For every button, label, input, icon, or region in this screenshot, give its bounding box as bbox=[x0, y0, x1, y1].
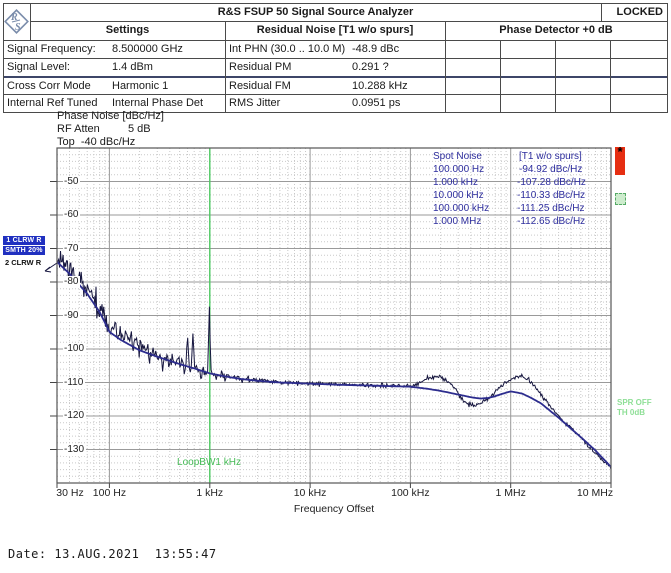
x-axis-tick-label: 1 MHz bbox=[495, 487, 526, 499]
settings-row-value: 1.4 dBm bbox=[112, 61, 153, 73]
plot-border bbox=[56, 147, 612, 484]
rs-logo-icon: R S bbox=[4, 9, 29, 34]
spot-noise-value: -94.92 dBc/Hz bbox=[519, 164, 583, 175]
residual-row-value: -48.9 dBc bbox=[352, 43, 400, 55]
section-header-residual-noise: Residual Noise [T1 w/o spurs] bbox=[256, 24, 414, 36]
loop-bw-label: LoopBW1 kHz bbox=[177, 457, 241, 468]
spot-noise-freq: 1.000 MHz bbox=[433, 216, 482, 227]
measurement-header-table: R S R&S FSUP 50 Signal Source Analyzer L… bbox=[0, 0, 671, 115]
lock-status-badge: LOCKED bbox=[616, 6, 663, 18]
settings-row-label: Signal Level: bbox=[7, 61, 70, 73]
trace2-raw-line bbox=[56, 250, 612, 470]
y-axis-tick-label: -100 bbox=[63, 343, 87, 355]
x-axis-title: Frequency Offset bbox=[293, 503, 375, 515]
x-axis-tick-label: 10 MHz bbox=[576, 487, 614, 499]
table-border bbox=[667, 3, 668, 113]
y-axis-tick-label: -80 bbox=[63, 276, 81, 288]
spot-noise-value: -112.65 dBc/Hz bbox=[517, 216, 586, 227]
x-axis-tick-label: 30 Hz bbox=[56, 487, 84, 499]
marker-flag-icon: * bbox=[615, 144, 625, 175]
table-border bbox=[30, 3, 31, 40]
spur-off-label: SPR OFF bbox=[617, 398, 652, 407]
section-header-phase-detector: Phase Detector +0 dB bbox=[499, 24, 613, 36]
trace1-smoothed-line bbox=[56, 261, 612, 468]
trace2-marker-label: 2 CLRW R bbox=[5, 258, 42, 267]
table-border bbox=[3, 3, 4, 113]
residual-row-label: Residual PM bbox=[229, 61, 292, 73]
settings-row-label: Internal Ref Tuned bbox=[7, 97, 98, 109]
svg-text:R: R bbox=[10, 12, 18, 23]
trace-start-arrow bbox=[44, 262, 58, 273]
table-border bbox=[3, 40, 668, 41]
trace1-smoothing-badge: SMTH 20% bbox=[3, 246, 45, 255]
table-border bbox=[3, 76, 668, 78]
table-border bbox=[3, 58, 668, 59]
settings-row-label: Cross Corr Mode bbox=[7, 80, 91, 92]
table-border bbox=[3, 3, 668, 4]
svg-text:S: S bbox=[15, 22, 21, 33]
table-border bbox=[225, 21, 226, 112]
grid-minor bbox=[57, 148, 611, 483]
spot-noise-freq: 100.000 kHz bbox=[433, 203, 490, 214]
app-title: R&S FSUP 50 Signal Source Analyzer bbox=[217, 6, 414, 18]
phase-detector-cell-divider bbox=[555, 40, 556, 112]
top-level-label: Top -40 dBc/Hz bbox=[57, 136, 136, 148]
table-border bbox=[3, 94, 668, 95]
settings-row-value: 8.500000 GHz bbox=[112, 43, 183, 55]
residual-row-label: RMS Jitter bbox=[229, 97, 281, 109]
rf-atten-value: 5 dB bbox=[128, 123, 151, 135]
chart-title: Phase Noise [dBc/Hz] bbox=[57, 110, 164, 122]
y-axis-tick-label: -70 bbox=[63, 242, 81, 255]
table-border bbox=[445, 21, 446, 112]
spot-noise-freq: 1.000 kHz bbox=[433, 177, 479, 188]
settings-row-value: Internal Phase Det bbox=[112, 97, 204, 109]
spot-noise-value: -111.25 dBc/Hz bbox=[517, 203, 585, 214]
spot-noise-value: -107.28 dBc/Hz bbox=[517, 177, 586, 188]
residual-row-value: 10.288 kHz bbox=[352, 80, 408, 92]
y-axis-tick-label: -110 bbox=[63, 376, 86, 389]
y-axis-tick-label: -60 bbox=[63, 209, 81, 221]
settings-row-label: Signal Frequency: bbox=[7, 43, 96, 55]
spot-noise-value: -110.33 dBc/Hz bbox=[517, 190, 586, 201]
residual-row-value: 0.0951 ps bbox=[352, 97, 401, 109]
table-border bbox=[601, 3, 602, 21]
threshold-legend-icon bbox=[615, 193, 626, 205]
rf-atten-label: RF Atten bbox=[57, 123, 100, 135]
x-axis-tick-label: 10 kHz bbox=[293, 487, 327, 499]
threshold-label: TH 0dB bbox=[617, 408, 645, 417]
table-border bbox=[30, 21, 668, 22]
hardcopy-date: Date: 13.AUG.2021 13:55:47 bbox=[8, 547, 217, 561]
spot-noise-trace-label: [T1 w/o spurs] bbox=[519, 151, 582, 162]
y-axis-tick-label: -120 bbox=[63, 410, 87, 422]
y-axis-tick-label: -130 bbox=[63, 443, 87, 456]
y-axis-tick-label: -50 bbox=[63, 175, 81, 188]
residual-row-label: Int PHN (30.0 .. 10.0 M) bbox=[229, 43, 346, 55]
section-header-settings: Settings bbox=[105, 24, 150, 36]
phase-detector-cell-divider bbox=[610, 40, 611, 112]
residual-row-value: 0.291 ? bbox=[352, 61, 389, 73]
star-icon: * bbox=[617, 144, 623, 159]
table-border bbox=[3, 112, 668, 113]
spot-noise-title: Spot Noise bbox=[433, 151, 482, 162]
axis-ticks bbox=[50, 181, 612, 488]
x-axis-tick-label: 100 kHz bbox=[391, 487, 430, 499]
phase-detector-cell-divider bbox=[500, 40, 501, 112]
residual-row-label: Residual FM bbox=[229, 80, 291, 92]
spot-noise-freq: 10.000 kHz bbox=[433, 190, 484, 201]
x-axis-tick-label: 100 Hz bbox=[92, 487, 127, 499]
trace1-marker-badge: 1 CLRW R bbox=[3, 236, 45, 245]
x-axis-tick-label: 1 kHz bbox=[196, 487, 224, 499]
spot-noise-freq: 100.000 Hz bbox=[433, 164, 485, 175]
y-axis-tick-label: -90 bbox=[63, 309, 81, 322]
settings-row-value: Harmonic 1 bbox=[112, 80, 169, 92]
